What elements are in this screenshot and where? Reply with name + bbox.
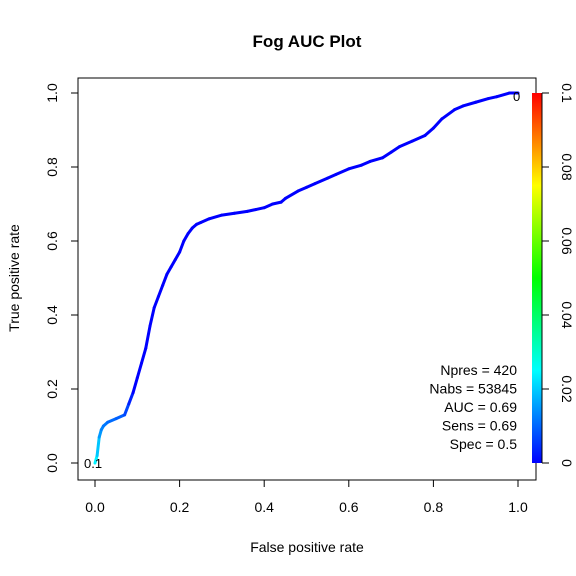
x-tick-label: 1.0 bbox=[508, 499, 528, 515]
y-axis: 0.0 0.2 0.4 0.6 0.8 1.0 bbox=[44, 83, 79, 473]
y-tick-label: 0.6 bbox=[44, 231, 60, 251]
x-tick-label: 0.4 bbox=[254, 499, 274, 515]
roc-segment bbox=[389, 145, 402, 154]
y-tick-label: 0.0 bbox=[44, 453, 60, 473]
x-tick-label: 0.0 bbox=[85, 499, 105, 515]
roc-segment bbox=[423, 126, 435, 138]
x-axis-label: False positive rate bbox=[250, 539, 364, 555]
colorbar-tick-label: 0 bbox=[559, 459, 575, 467]
y-tick-label: 0.8 bbox=[44, 157, 60, 177]
x-axis: 0.0 0.2 0.4 0.6 0.8 1.0 bbox=[85, 479, 528, 515]
roc-segment bbox=[334, 167, 351, 176]
roc-segment bbox=[199, 217, 211, 224]
roc-segment bbox=[135, 361, 144, 380]
roc-segment bbox=[381, 150, 393, 160]
roc-segment bbox=[359, 159, 372, 167]
stats-annotations: Npres = 420 Nabs = 53845 AUC = 0.69 Sens = … bbox=[429, 362, 517, 452]
x-tick-label: 0.2 bbox=[170, 499, 190, 515]
roc-segment bbox=[296, 185, 308, 193]
roc-segment bbox=[283, 189, 300, 200]
roc-segment bbox=[161, 272, 169, 287]
roc-segment bbox=[114, 413, 127, 421]
y-tick-label: 0.2 bbox=[44, 379, 60, 399]
roc-segment bbox=[233, 209, 249, 215]
stat-annotation: Spec = 0.5 bbox=[450, 436, 518, 452]
roc-segment bbox=[131, 376, 139, 395]
roc-segment bbox=[440, 108, 457, 121]
roc-segment bbox=[156, 283, 165, 298]
y-axis-label: True positive rate bbox=[6, 224, 22, 332]
threshold-label-start: 0.1 bbox=[84, 456, 102, 471]
y-tick-label: 0.4 bbox=[44, 305, 60, 325]
roc-segment bbox=[453, 104, 465, 112]
stat-annotation: Nabs = 53845 bbox=[429, 381, 517, 397]
roc-segment bbox=[347, 163, 363, 171]
stat-annotation: Npres = 420 bbox=[440, 362, 517, 378]
roc-segment bbox=[95, 435, 101, 458]
colorbar-axis: 0 0.02 0.04 0.06 0.08 0.1 bbox=[541, 83, 575, 467]
stat-annotation: Sens = 0.69 bbox=[442, 418, 517, 434]
colorbar-tick-label: 0.04 bbox=[559, 301, 575, 328]
roc-segment bbox=[178, 239, 186, 254]
stat-annotation: AUC = 0.69 bbox=[444, 399, 517, 415]
roc-segment bbox=[398, 139, 414, 149]
roc-segment bbox=[148, 306, 156, 328]
roc-segment bbox=[368, 156, 385, 163]
colorbar-tick-label: 0.1 bbox=[559, 83, 575, 103]
roc-segment bbox=[410, 134, 427, 143]
roc-segment bbox=[262, 202, 275, 210]
roc-curve bbox=[93, 91, 520, 465]
roc-segment bbox=[207, 213, 224, 221]
colorbar-tick-label: 0.06 bbox=[559, 227, 575, 254]
roc-segment bbox=[474, 97, 490, 104]
roc-segment bbox=[106, 417, 118, 424]
x-tick-label: 0.8 bbox=[424, 499, 444, 515]
roc-segment bbox=[144, 324, 152, 350]
roc-segment bbox=[431, 117, 444, 130]
roc-segment bbox=[313, 176, 330, 186]
roc-segment bbox=[140, 346, 148, 365]
roc-segment bbox=[326, 172, 338, 180]
y-tick-label: 1.0 bbox=[44, 83, 60, 103]
threshold-label-end: 0 bbox=[513, 89, 520, 104]
roc-segment bbox=[305, 182, 317, 189]
roc-segment bbox=[127, 391, 135, 406]
roc-segment bbox=[220, 211, 237, 217]
colorbar-tick-label: 0.02 bbox=[559, 375, 575, 402]
colorbar bbox=[532, 93, 542, 463]
colorbar-tick-label: 0.08 bbox=[559, 153, 575, 180]
roc-segment bbox=[123, 402, 131, 417]
roc-segment bbox=[461, 100, 478, 108]
x-tick-label: 0.6 bbox=[339, 499, 359, 515]
chart-title: Fog AUC Plot bbox=[253, 32, 362, 51]
roc-segment bbox=[495, 91, 512, 99]
roc-segment bbox=[152, 295, 160, 310]
